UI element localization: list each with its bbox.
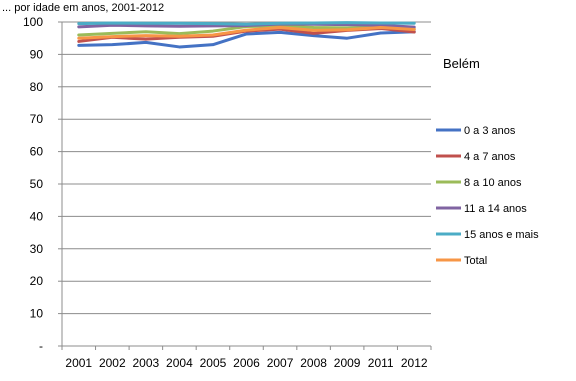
- y-tick-label: 40: [30, 209, 44, 223]
- x-tick-label: 2003: [133, 356, 160, 370]
- y-tick-label: 10: [30, 307, 44, 321]
- series-lines: [77, 21, 416, 49]
- y-tick-label: -: [39, 339, 43, 353]
- y-tick-label: 90: [30, 47, 44, 61]
- x-tick-label: 2004: [166, 356, 193, 370]
- series-line: [77, 26, 416, 40]
- axes: - 10 20 30 40 50 60 70 80 90 100 2001 2002 2003 2004 20…: [23, 15, 432, 370]
- legend-label: Total: [464, 255, 487, 267]
- y-tick-label: 20: [30, 274, 44, 288]
- x-tick-label: 2005: [200, 356, 227, 370]
- series-line: [77, 21, 416, 26]
- x-tick-label: 2006: [233, 356, 260, 370]
- y-tick-label: 60: [30, 145, 44, 159]
- x-tick-label: 2001: [65, 356, 92, 370]
- legend: 0 a 3 anos 4 a 7 anos 8 a 10 anos 11 a 14 a…: [436, 125, 539, 267]
- legend-label: 11 a 14 anos: [464, 203, 527, 215]
- legend-label: 15 anos e mais: [464, 229, 539, 241]
- y-tick-label: 100: [23, 15, 43, 29]
- y-tick-label: 30: [30, 242, 44, 256]
- y-tick-label: 70: [30, 112, 44, 126]
- gridlines: [62, 21, 431, 315]
- header-text: ... por idade em anos, 2001-2012: [2, 2, 164, 14]
- x-tick-label: 2012: [401, 356, 428, 370]
- y-tick-label: 50: [30, 177, 44, 191]
- x-tick-label: 2011: [368, 356, 394, 370]
- legend-label: 4 a 7 anos: [464, 151, 516, 163]
- legend-label: 0 a 3 anos: [464, 125, 516, 137]
- series-line: [77, 30, 416, 49]
- legend-label: 8 a 10 anos: [464, 177, 522, 189]
- y-tick-label: 80: [30, 80, 44, 94]
- chart-title: Belém: [443, 56, 480, 71]
- x-tick-label: 2002: [99, 356, 126, 370]
- x-tick-label: 2008: [300, 356, 327, 370]
- x-tick-label: 2009: [334, 356, 361, 370]
- x-tick-label: 2007: [267, 356, 294, 370]
